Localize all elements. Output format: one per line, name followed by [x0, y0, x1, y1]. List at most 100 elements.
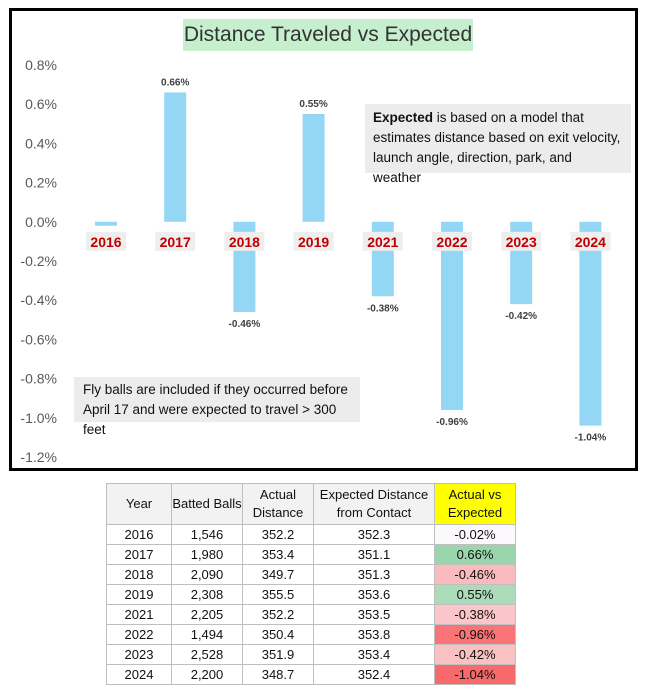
bar-2022 [441, 221, 463, 410]
cell-actual-distance: 349.7 [242, 564, 314, 585]
table-row: 2017 1,980 353.4 351.1 0.66% [106, 544, 516, 565]
category-label-bg [86, 231, 126, 251]
table-row: 2022 1,494 350.4 353.8 -0.96% [106, 624, 516, 645]
y-tick-label: -0.2% [20, 253, 57, 269]
category-label-2017: 2017 [160, 234, 191, 250]
bar-2024 [579, 221, 602, 426]
chart-title: Distance Traveled vs Expected [183, 19, 473, 51]
data-label-2019: 0.55% [299, 99, 327, 110]
category-label-2022: 2022 [436, 234, 467, 250]
category-label-2021: 2021 [367, 234, 398, 250]
cell-year: 2018 [106, 564, 172, 585]
table-body: 2016 1,546 352.2 352.3 -0.02% 2017 1,980 353.4 3… [106, 524, 516, 685]
cell-year: 2023 [106, 644, 172, 665]
cell-year: 2021 [106, 604, 172, 625]
data-label-2018: -0.46% [229, 319, 261, 330]
cell-batted-balls: 1,546 [171, 524, 243, 545]
y-tick-label: -1.0% [20, 410, 57, 426]
cell-batted-balls: 1,494 [171, 624, 243, 645]
cell-year: 2019 [106, 584, 172, 605]
table-row: 2018 2,090 349.7 351.3 -0.46% [106, 564, 516, 585]
header-batted-balls: Batted Balls [171, 483, 243, 525]
cell-actual-vs-expected: 0.55% [434, 584, 516, 605]
cell-expected-distance: 352.3 [313, 524, 435, 545]
data-label-2024: -1.04% [575, 433, 607, 444]
cell-actual-vs-expected: -0.96% [434, 624, 516, 645]
category-label-2018: 2018 [229, 234, 260, 250]
cell-expected-distance: 353.8 [313, 624, 435, 645]
cell-actual-distance: 352.2 [242, 604, 314, 625]
table-row: 2021 2,205 352.2 353.5 -0.38% [106, 604, 516, 625]
cell-year: 2022 [106, 624, 172, 645]
fly-balls-note: Fly balls are included if they occurred … [74, 377, 360, 437]
expected-note: Expected is based on a model that estima… [365, 104, 631, 185]
cell-expected-distance: 353.6 [313, 584, 435, 605]
category-label-bg [501, 231, 542, 251]
expected-note-bold: Expected [373, 110, 434, 125]
table-row: 2024 2,200 348.7 352.4 -1.04% [106, 664, 516, 685]
cell-year: 2016 [106, 524, 172, 545]
cell-actual-vs-expected: -0.42% [434, 644, 516, 665]
cell-expected-distance: 352.4 [313, 664, 435, 685]
cell-year: 2017 [106, 544, 172, 565]
header-actual-distance: Actual Distance [242, 483, 314, 525]
cell-actual-distance: 355.5 [242, 584, 314, 605]
cell-batted-balls: 2,200 [171, 664, 243, 685]
cell-actual-vs-expected: -1.04% [434, 664, 516, 685]
cell-batted-balls: 2,090 [171, 564, 243, 585]
data-label-2022: -0.96% [436, 417, 468, 428]
cell-actual-distance: 350.4 [242, 624, 314, 645]
cell-actual-vs-expected: -0.38% [434, 604, 516, 625]
chart-frame: 0.8% 0.6% 0.4% 0.2% 0.0% -0.2% -0.4% -0.6% -0.8%… [9, 8, 638, 471]
data-label-2023: -0.42% [505, 311, 537, 322]
cell-actual-distance: 352.2 [242, 524, 314, 545]
bar-2016 [95, 221, 117, 226]
cell-batted-balls: 2,308 [171, 584, 243, 605]
y-tick-label: 0.2% [25, 175, 57, 191]
category-label-bg [155, 231, 196, 251]
y-tick-label: -0.8% [20, 371, 57, 387]
cell-expected-distance: 351.1 [313, 544, 435, 565]
expected-note-text: is based on a model that estimates dista… [373, 110, 621, 185]
y-tick-label: 0.0% [25, 214, 57, 230]
category-label-bg [224, 231, 265, 251]
bar-2019 [302, 114, 325, 222]
bar-2017 [164, 92, 187, 222]
cell-expected-distance: 351.3 [313, 564, 435, 585]
table-row: 2016 1,546 352.2 352.3 -0.02% [106, 524, 516, 545]
y-tick-label: 0.4% [25, 135, 57, 151]
cell-actual-vs-expected: -0.02% [434, 524, 516, 545]
bar-chart: 0.8% 0.6% 0.4% 0.2% 0.0% -0.2% -0.4% -0.6% -0.8%… [20, 57, 611, 465]
category-label-2016: 2016 [90, 234, 121, 250]
cell-actual-distance: 353.4 [242, 544, 314, 565]
y-tick-label: 0.8% [25, 57, 57, 73]
cell-actual-distance: 348.7 [242, 664, 314, 685]
category-label-2024: 2024 [575, 234, 606, 250]
category-label-bg [432, 231, 472, 251]
cell-actual-distance: 351.9 [242, 644, 314, 665]
header-year: Year [106, 483, 172, 525]
category-label-2019: 2019 [298, 234, 329, 250]
cell-batted-balls: 2,205 [171, 604, 243, 625]
data-labels: 0.66% -0.46% 0.55% -0.38% -0.96% -0.42% -1.04% [161, 77, 606, 443]
data-table: Year Batted Balls Actual Distance Expect… [106, 483, 516, 685]
y-axis: 0.8% 0.6% 0.4% 0.2% 0.0% -0.2% -0.4% -0.6% -0.8%… [20, 57, 57, 465]
header-actual-vs-expected: Actual vs Expected [434, 483, 516, 525]
y-tick-label: 0.6% [25, 96, 57, 112]
y-tick-label: -0.6% [20, 331, 57, 347]
cell-actual-vs-expected: 0.66% [434, 544, 516, 565]
y-tick-label: -0.4% [20, 292, 57, 308]
category-label-bg [293, 231, 334, 251]
table-row: 2019 2,308 355.5 353.6 0.55% [106, 584, 516, 605]
cell-batted-balls: 1,980 [171, 544, 243, 565]
cell-year: 2024 [106, 664, 172, 685]
category-label-2023: 2023 [506, 234, 537, 250]
data-label-2017: 0.66% [161, 77, 189, 88]
category-label-bg [570, 231, 611, 251]
table-row: 2023 2,528 351.9 353.4 -0.42% [106, 644, 516, 665]
cell-actual-vs-expected: -0.46% [434, 564, 516, 585]
category-labels: 2016 2017 2018 2019 2021 2022 2023 2024 [86, 231, 611, 251]
data-label-2021: -0.38% [367, 303, 399, 314]
header-expected-distance: Expected Distance from Contact [313, 483, 435, 525]
cell-expected-distance: 353.5 [313, 604, 435, 625]
